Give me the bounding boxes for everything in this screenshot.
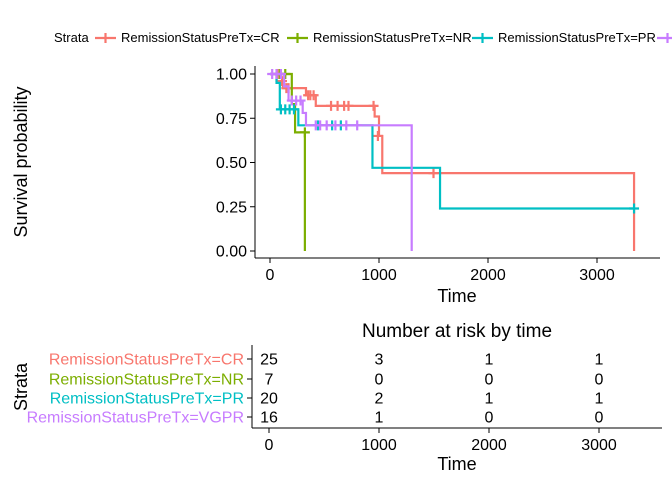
km-y-axis-title: Survival probability (11, 86, 31, 237)
km-y-tick-label-3: 0.75 (216, 111, 247, 128)
risk-value-1-0: 7 (265, 372, 274, 389)
risk-value-1-2: 0 (485, 372, 494, 389)
legend-item-2: RemissionStatusPreTx=PR (472, 30, 656, 45)
risk-row-label-3: RemissionStatusPreTx=VGPR (27, 410, 244, 427)
risk-value-0-3: 1 (595, 352, 604, 369)
km-censor-mark-2-3 (288, 104, 299, 115)
risk-x-axis-title: Time (437, 454, 476, 474)
risk-value-0-2: 1 (485, 352, 494, 369)
km-censor-mark-0-11 (368, 100, 379, 111)
risk-value-3-1: 1 (375, 410, 384, 427)
risk-value-3-0: 16 (260, 410, 278, 427)
km-y-tick-label-2: 0.50 (216, 155, 247, 172)
risk-value-2-3: 1 (595, 391, 604, 408)
km-curve-2 (270, 72, 635, 210)
risk-x-tick-label-1: 1000 (361, 437, 397, 454)
legend-item-3: RemissionStatusPreTx=VGPR (657, 33, 672, 43)
legend-item-0: RemissionStatusPreTx=CR (95, 30, 280, 45)
legend-label-1: RemissionStatusPreTx=NR (313, 30, 472, 45)
risk-x-tick-label-0: 0 (265, 437, 274, 454)
km-censor-mark-0-13 (428, 168, 439, 179)
risk-value-3-2: 0 (485, 410, 494, 427)
risk-row-label-2: RemissionStatusPreTx=PR (50, 391, 244, 408)
risk-value-0-1: 3 (375, 352, 384, 369)
risk-row-label-0: RemissionStatusPreTx=CR (49, 352, 244, 369)
km-series-3 (267, 69, 413, 251)
risk-x-tick-label-3: 3000 (581, 437, 617, 454)
km-curve-0 (270, 72, 636, 251)
km-plot: 0.00 0.25 0.50 0.75 1.00 0 1000 2000 3000 Time Sur… (11, 66, 660, 306)
km-censor-mark-3-8 (321, 120, 332, 131)
km-censor-mark-3-2 (275, 69, 286, 79)
legend-item-1: RemissionStatusPreTx=NR (287, 30, 472, 45)
km-censor-mark-1-2 (299, 127, 310, 138)
km-censor-mark-3-9 (330, 120, 341, 131)
risk-table: Number at risk by time RemissionStatusPre… (11, 321, 662, 474)
risk-table-title: Number at risk by time (362, 321, 552, 342)
risk-value-1-1: 0 (375, 372, 384, 389)
km-censor-mark-0-6 (308, 90, 319, 101)
km-x-tick-label-0: 0 (266, 267, 275, 284)
risk-value-0-0: 25 (260, 352, 278, 369)
km-x-axis-title: Time (437, 286, 476, 306)
km-censor-mark-3-10 (341, 120, 352, 131)
km-censor-mark-0-10 (343, 100, 354, 111)
km-series-0 (270, 69, 636, 251)
km-series-2 (270, 72, 640, 214)
km-y-tick-label-0: 0.00 (216, 244, 247, 261)
km-y-tick-label-1: 0.25 (216, 199, 247, 216)
km-censor-mark-2-7 (629, 203, 640, 214)
legend: Strata RemissionStatusPreTx=CR RemissionSt… (54, 30, 672, 45)
legend-title: Strata (54, 30, 89, 45)
km-censor-mark-3-5 (295, 95, 306, 106)
risk-row-label-1: RemissionStatusPreTx=NR (49, 372, 244, 389)
km-x-tick-label-2: 2000 (470, 267, 506, 284)
risk-y-axis-title: Strata (11, 362, 31, 411)
km-censor-mark-3-11 (352, 120, 363, 131)
risk-value-2-1: 2 (375, 391, 384, 408)
risk-value-2-2: 1 (485, 391, 494, 408)
legend-label-2: RemissionStatusPreTx=PR (498, 30, 656, 45)
risk-value-2-0: 20 (260, 391, 278, 408)
km-x-tick-label-3: 3000 (579, 267, 615, 284)
risk-value-3-3: 0 (595, 410, 604, 427)
risk-x-tick-label-2: 2000 (471, 437, 507, 454)
legend-label-0: RemissionStatusPreTx=CR (121, 30, 280, 45)
km-x-tick-label-1: 1000 (361, 267, 397, 284)
risk-value-1-3: 0 (595, 372, 604, 389)
km-y-tick-label-4: 1.00 (216, 67, 247, 84)
km-censor-mark-0-12 (372, 130, 383, 141)
